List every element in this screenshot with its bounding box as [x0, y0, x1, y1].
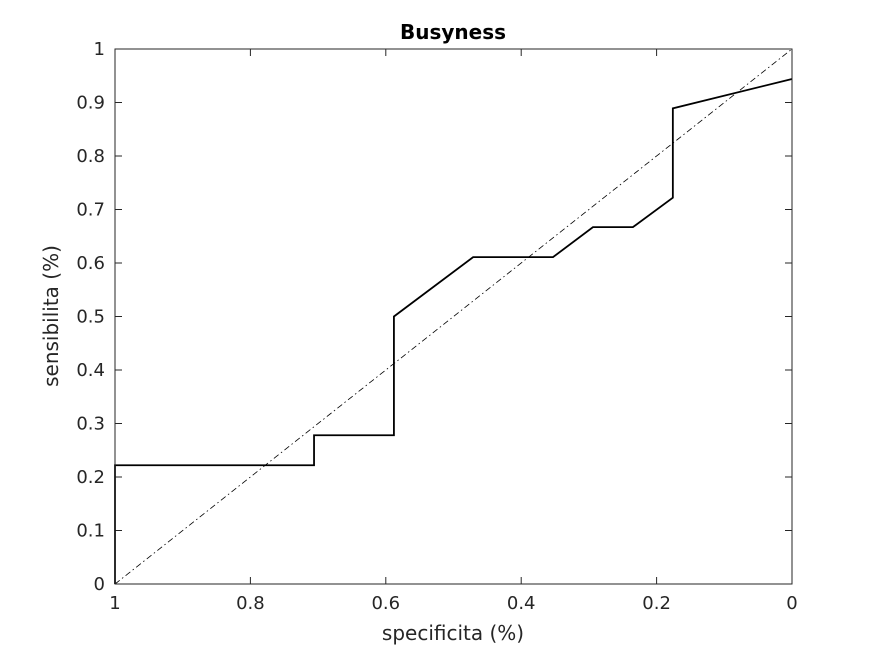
x-tick-label: 0.4: [507, 593, 536, 614]
y-axis-label: sensibilita (%): [39, 245, 63, 387]
roc-curve-line: [114, 78, 793, 584]
y-tick-label: 0.5: [76, 307, 105, 328]
x-tick-label: 0.6: [371, 593, 400, 614]
y-tick-label: 0.7: [76, 200, 105, 221]
x-tick-label: 0.2: [642, 593, 671, 614]
y-tick-label: 1: [94, 39, 105, 60]
reference-diagonal-line: [114, 48, 793, 585]
chart-title: Busyness: [400, 20, 506, 44]
y-tick-label: 0.3: [76, 414, 105, 435]
x-tick-label: 1: [109, 593, 120, 614]
x-tick-label: 0.8: [236, 593, 265, 614]
plot-frame: [114, 48, 793, 585]
series-layer: [114, 48, 793, 585]
y-tick-label: 0.6: [76, 253, 105, 274]
tick-labels-layer: 1 0.8 0.6 0.4 0.2 0 0 0.1 0.2 0.3 0.4 0.5 0.6 0.7 0.8 0…: [76, 39, 797, 614]
y-tick-label: 0: [94, 574, 105, 595]
y-tick-label: 0.4: [76, 360, 105, 381]
y-tick-label: 0.2: [76, 467, 105, 488]
x-axis-label: specificita (%): [382, 621, 524, 645]
y-tick-label: 0.1: [76, 521, 105, 542]
y-tick-label: 0.8: [76, 146, 105, 167]
x-tick-label: 0: [786, 593, 797, 614]
y-tick-label: 0.9: [76, 93, 105, 114]
